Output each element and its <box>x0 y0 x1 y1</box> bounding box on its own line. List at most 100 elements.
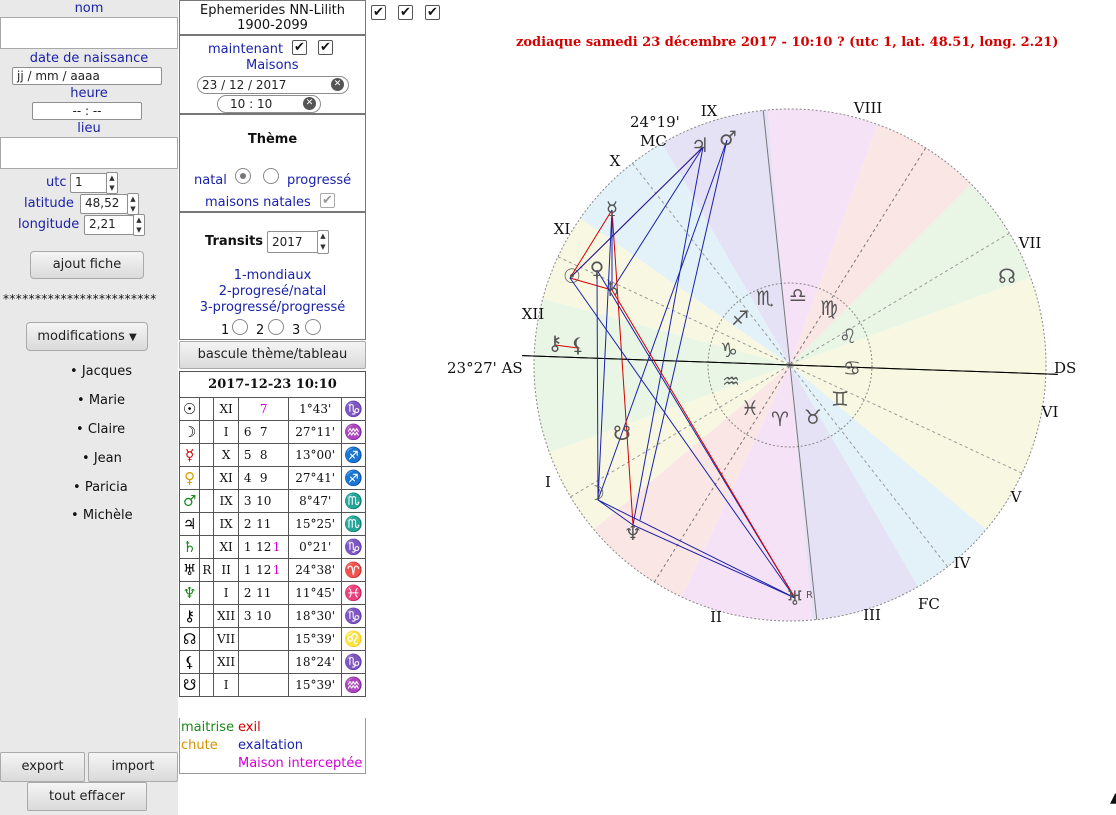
transits-year-input[interactable]: 2017 <box>267 231 319 253</box>
planet-glyph-icon: ☊ <box>178 627 201 651</box>
export-button[interactable]: export <box>0 752 85 782</box>
latitude-input[interactable]: 48,52 <box>80 194 128 214</box>
house-sector <box>790 124 972 365</box>
theme-box: Thème natal progressé maisons natales ✔ <box>179 114 366 212</box>
stars-separator: ************************ <box>3 292 157 306</box>
house-number: IV <box>954 554 972 572</box>
planet-glyph-icon: ♅ <box>786 586 804 610</box>
import-button[interactable]: import <box>88 752 178 782</box>
heure-label: heure <box>70 86 108 101</box>
list-item[interactable]: • Claire <box>76 422 126 437</box>
aspect-line <box>554 344 579 349</box>
utc-input[interactable]: 1 <box>70 173 108 193</box>
position-cell: 1°43' <box>288 397 342 421</box>
natal-radio[interactable] <box>235 168 251 184</box>
house-sector <box>549 365 790 530</box>
maisons-natales-label: maisons natales <box>205 195 311 210</box>
cusp-line <box>631 162 791 366</box>
table-row: ♀ XI 4 9 27°41' ♐ <box>178 466 367 490</box>
transits-box: Transits 2017 ▲ ▼ 1-mondiaux 2-progresé/n… <box>179 212 366 340</box>
utc-spinner[interactable]: ▲ ▼ <box>106 172 118 194</box>
longitude-spinner[interactable]: ▲ ▼ <box>133 214 145 236</box>
ajout-fiche-button[interactable]: ajout fiche <box>30 251 144 279</box>
dob-label: date de naissance <box>29 51 149 66</box>
maintenant-checkbox[interactable]: ✔ <box>292 40 307 55</box>
zodiac-sign-icon: ♐ <box>731 306 749 330</box>
ephemerides-box: Ephemerides NN-Lilith 1900-2099 <box>179 0 366 35</box>
radio-2[interactable] <box>268 319 284 335</box>
list-item[interactable]: • Jean <box>82 451 122 466</box>
dob-input[interactable]: jj / mm / aaaa <box>12 67 162 85</box>
list-item[interactable]: • Marie <box>77 393 125 408</box>
horizon-line <box>522 355 1058 375</box>
progresse-radio[interactable] <box>263 168 279 184</box>
aspect-a: 4 <box>243 471 252 485</box>
list-item[interactable]: • Paricia <box>73 480 128 495</box>
sign-glyph-icon: ♏ <box>340 512 367 536</box>
legend-exil: exil <box>238 720 261 735</box>
checkbox-1[interactable]: ✔ <box>371 5 386 20</box>
aspect-b: 12 <box>256 540 272 554</box>
checkbox-3[interactable]: ✔ <box>425 5 440 20</box>
planet-glyph-icon: ☉ <box>563 264 581 288</box>
sign-glyph-icon: ♑ <box>340 604 367 628</box>
person-name: Jean <box>93 451 122 466</box>
legend-interceptee: Maison interceptée <box>238 756 363 771</box>
sign-glyph-icon: ♑ <box>340 650 367 674</box>
date-input[interactable]: 23 / 12 / 2017 ✕ <box>197 76 349 94</box>
table-row: ☊ VII 15°39' ♌ <box>178 627 367 651</box>
house-number: IX <box>701 102 718 120</box>
sign-glyph-icon: ♑ <box>340 535 367 559</box>
aspect-b: 9 <box>259 471 268 485</box>
position-cell: 15°39' <box>288 673 342 697</box>
date-value: 23 / 12 / 2017 <box>202 78 287 92</box>
legend-exaltation: exaltation <box>238 738 304 753</box>
planet-glyph-icon: ♆ <box>624 521 642 545</box>
house-number: XII <box>522 305 545 323</box>
person-name: Marie <box>88 393 125 408</box>
list-item[interactable]: • Michèle <box>71 508 133 523</box>
radio-1[interactable] <box>232 319 248 335</box>
planet-glyph-icon: ☋ <box>613 421 631 445</box>
maisons-checkbox[interactable]: ✔ <box>318 40 333 55</box>
list-item[interactable]: • Jacques <box>70 364 133 379</box>
ds-label: DS <box>1054 359 1076 377</box>
heure-input[interactable]: -- : -- <box>32 102 142 120</box>
house-cell: XI <box>213 397 239 421</box>
longitude-input[interactable]: 2,21 <box>84 215 134 235</box>
lieu-field[interactable] <box>0 137 178 169</box>
latitude-spinner[interactable]: ▲ ▼ <box>127 193 139 215</box>
radio-3-label: 3 <box>292 323 301 338</box>
table-row: ♆ I 2 11 11°45' ♓ <box>178 581 367 605</box>
aspect-line <box>639 139 728 521</box>
house-cell: VII <box>213 627 239 651</box>
utc-label: utc <box>46 175 67 190</box>
maintenant-label: maintenant <box>208 42 284 57</box>
planet-glyph-icon: ⚸ <box>178 650 201 674</box>
bascule-button[interactable]: bascule thème/tableau <box>179 341 366 369</box>
longitude-label: longitude <box>18 217 80 232</box>
clear-date-icon[interactable]: ✕ <box>331 78 344 91</box>
checkbox-2[interactable]: ✔ <box>398 5 413 20</box>
planet-glyph-icon: ⚷ <box>178 604 201 628</box>
aspect-c: 1 <box>272 540 281 554</box>
nom-field[interactable] <box>0 17 178 49</box>
radio-3[interactable] <box>305 319 321 335</box>
modifications-button[interactable]: modifications ▼ <box>26 322 148 351</box>
retrograde-cell <box>199 581 215 605</box>
position-cell: 18°30' <box>288 604 342 628</box>
transits-year-spinner[interactable]: ▲ ▼ <box>317 230 329 254</box>
planet-glyph-icon: ♄ <box>604 277 622 301</box>
maisons-natales-checkbox[interactable]: ✔ <box>320 193 335 208</box>
aspect-cell: 3 10 <box>237 604 290 628</box>
house-number: III <box>863 606 881 624</box>
retrograde-cell <box>199 673 215 697</box>
planet-glyph-icon: ♂ <box>719 126 737 150</box>
house-cell: XI <box>213 466 239 490</box>
house-sector <box>790 277 1046 432</box>
clear-time-icon[interactable]: ✕ <box>303 97 316 110</box>
tout-effacer-button[interactable]: tout effacer <box>27 782 147 811</box>
time-input[interactable]: 10 : 10 ✕ <box>217 95 321 113</box>
retrograde-cell <box>199 650 215 674</box>
